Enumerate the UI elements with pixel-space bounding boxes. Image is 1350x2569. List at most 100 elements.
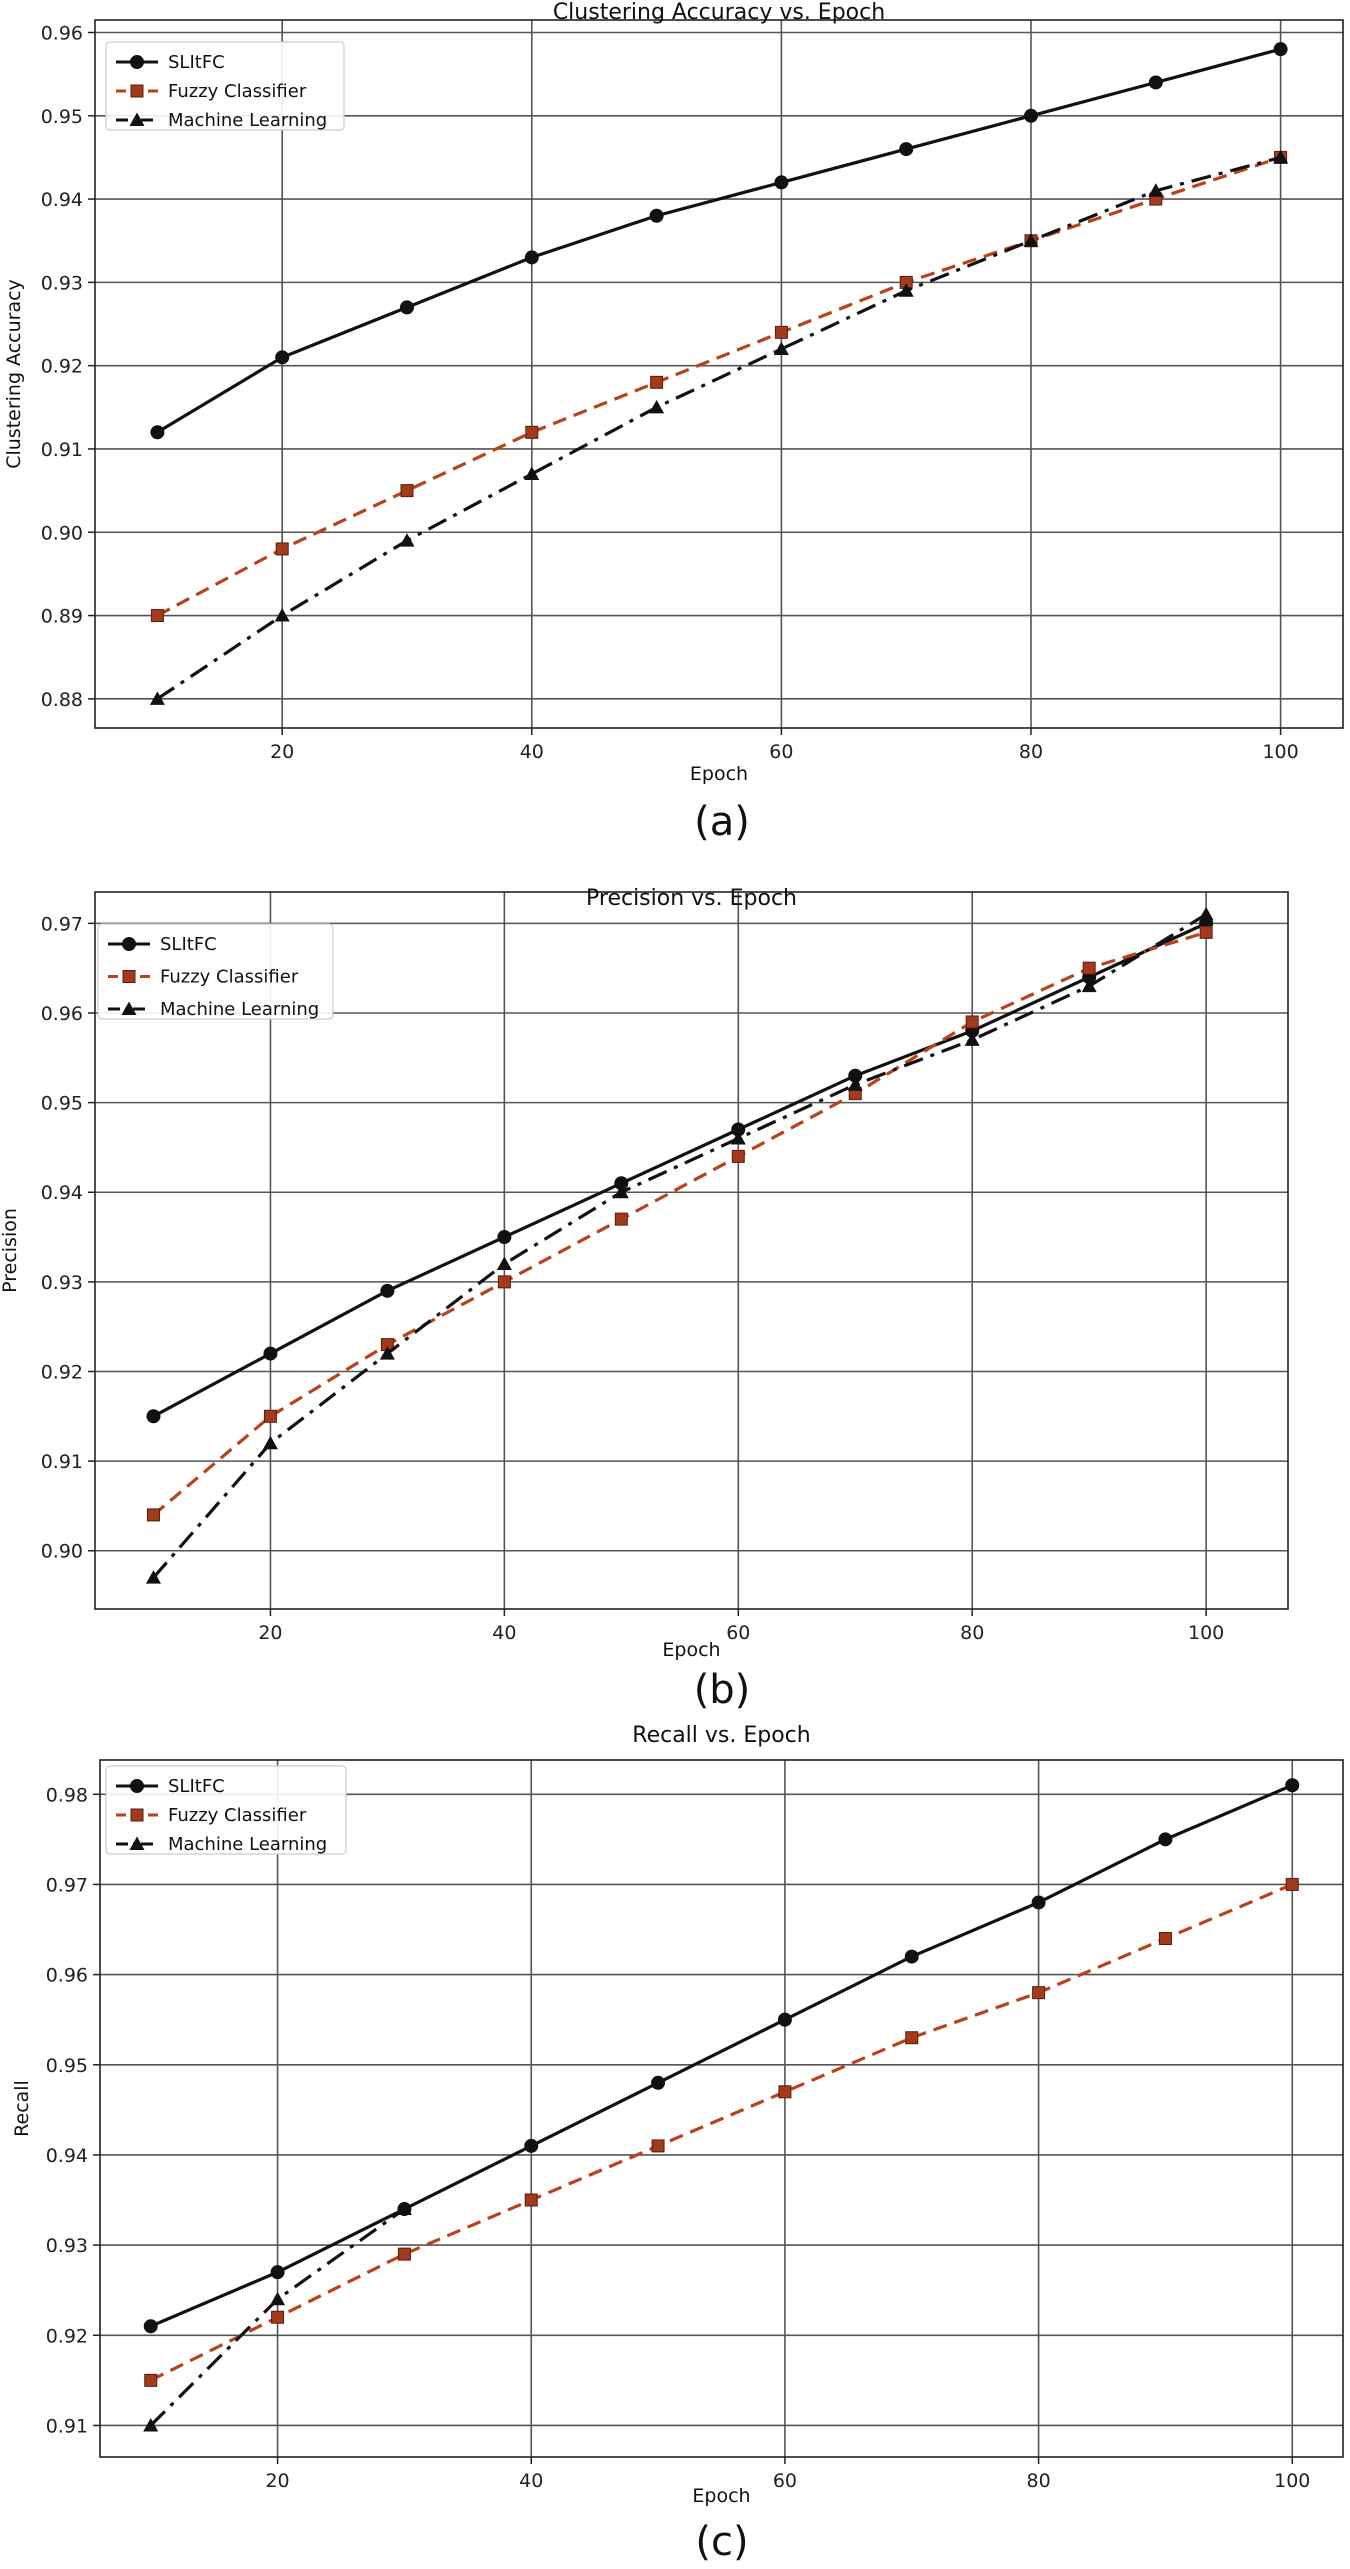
data-point-MachineLearning — [399, 533, 415, 547]
data-point-SLItFC — [904, 1949, 919, 1964]
data-point-MachineLearning — [396, 2201, 412, 2216]
data-point-SLItFC — [143, 2319, 158, 2334]
data-point-SLItFC — [774, 175, 789, 190]
legend-label-MachineLearning: Machine Learning — [160, 999, 319, 1020]
y-tick-label: 0.91 — [46, 2415, 88, 2437]
data-point-MachineLearning — [1023, 233, 1039, 247]
y-tick-label: 0.92 — [41, 1361, 83, 1383]
data-point-SLItFC — [1024, 108, 1038, 123]
data-point-SLItFC — [1273, 42, 1288, 57]
legend: SLItFC Fuzzy Classifier Machine Learning — [105, 1765, 347, 1855]
data-point-MachineLearning — [379, 1346, 395, 1360]
data-point-FuzzyClassifier — [965, 1015, 979, 1029]
data-point-FuzzyClassifier — [146, 1508, 160, 1522]
y-tick-label: 0.96 — [46, 1965, 88, 1987]
legend-marker-SLItFC — [130, 55, 144, 69]
x-tick-label: 80 — [1019, 741, 1043, 763]
data-point-FuzzyClassifier — [650, 375, 664, 389]
data-point-FuzzyClassifier — [1082, 961, 1096, 975]
x-tick-label: 20 — [265, 2470, 289, 2492]
x-tick-label: 20 — [258, 1622, 282, 1644]
legend-marker-MachineLearning — [129, 112, 145, 126]
legend-marker-FuzzyClassifier — [122, 970, 136, 983]
legend-label-MachineLearning: Machine Learning — [168, 110, 327, 131]
data-point-FuzzyClassifier — [497, 1275, 511, 1289]
y-tick-label: 0.94 — [41, 1182, 83, 1204]
y-tick-label: 0.95 — [41, 1093, 83, 1115]
data-point-FuzzyClassifier — [271, 2310, 285, 2324]
data-point-FuzzyClassifier — [774, 325, 788, 339]
legend-box — [97, 923, 334, 1020]
y-tick-label: 0.88 — [41, 689, 83, 711]
data-point-MachineLearning — [270, 2291, 286, 2306]
series-line-FuzzyClassifier — [152, 930, 1207, 1517]
legend-marker-FuzzyClassifier — [130, 1808, 144, 1822]
x-tick-label: 100 — [1274, 2470, 1310, 2492]
data-point-FuzzyClassifier — [614, 1212, 628, 1226]
series-line-FuzzyClassifier — [150, 1882, 1293, 2382]
series-line-SLItFC — [150, 1783, 1293, 2328]
y-tick-label: 0.97 — [46, 1874, 88, 1896]
data-point-MachineLearning — [773, 341, 789, 356]
data-point-FuzzyClassifier — [731, 1149, 745, 1163]
data-point-SLItFC — [651, 2075, 666, 2090]
x-tick-label: 80 — [960, 1622, 984, 1644]
data-point-SLItFC — [400, 300, 414, 315]
x-tick-label: 20 — [270, 741, 294, 763]
legend-box — [105, 41, 345, 131]
y-tick-label: 0.92 — [41, 356, 83, 378]
series-line-MachineLearning — [156, 155, 1282, 701]
y-axis-label: Clustering Accuracy — [3, 279, 25, 469]
legend-marker-MachineLearning — [129, 1836, 145, 1850]
chart-title: Precision vs. Epoch — [586, 886, 797, 911]
figure-caption: (b) — [694, 1667, 751, 1713]
legend-label-FuzzyClassifier: Fuzzy Classifier — [160, 967, 299, 988]
data-point-FuzzyClassifier — [150, 609, 164, 623]
data-point-SLItFC — [1285, 1778, 1300, 1793]
legend-label-FuzzyClassifier: Fuzzy Classifier — [168, 1805, 307, 1826]
data-point-MachineLearning — [143, 2417, 159, 2432]
legend-marker-MachineLearning — [121, 1001, 137, 1015]
legend-label-SLItFC: SLItFC — [160, 934, 217, 955]
x-tick-label: 40 — [520, 741, 544, 763]
data-point-SLItFC — [524, 250, 539, 265]
data-point-SLItFC — [649, 208, 664, 223]
data-point-FuzzyClassifier — [1032, 1986, 1046, 2000]
data-point-SLItFC — [1158, 1832, 1173, 1847]
y-tick-label: 0.96 — [41, 1003, 83, 1025]
data-point-MachineLearning — [1081, 978, 1097, 993]
chart-0: 20 40 60 80 100 0.88 0.89 0.90 0.91 0.92 0.93 0.94 0… — [3, 0, 1344, 845]
y-tick-label: 0.92 — [46, 2325, 88, 2347]
data-point-SLItFC — [150, 425, 165, 440]
data-point-FuzzyClassifier — [524, 2193, 538, 2207]
data-point-MachineLearning — [262, 1435, 278, 1450]
x-tick-label: 60 — [769, 741, 793, 763]
y-tick-label: 0.95 — [41, 106, 83, 128]
legend-box — [105, 1765, 347, 1855]
x-tick-label: 60 — [773, 2470, 797, 2492]
chart-title: Recall vs. Epoch — [632, 1723, 810, 1748]
series-line-SLItFC — [156, 47, 1282, 434]
y-tick-label: 0.89 — [41, 606, 83, 628]
x-tick-label: 40 — [492, 1622, 516, 1644]
data-point-FuzzyClassifier — [144, 2373, 158, 2387]
data-point-MachineLearning — [613, 1184, 629, 1199]
series-line-SLItFC — [152, 921, 1207, 1418]
data-point-SLItFC — [899, 142, 914, 157]
data-point-SLItFC — [497, 1230, 512, 1245]
y-tick-label: 0.90 — [41, 1541, 83, 1563]
plot-frame — [94, 19, 1344, 729]
chart-2: 20 40 60 80 100 0.91 0.92 0.93 0.94 0.95 0.96 0.97 0… — [11, 1723, 1344, 2565]
data-point-MachineLearning — [274, 608, 290, 622]
plot-frame — [99, 1759, 1344, 2458]
data-point-MachineLearning — [1148, 183, 1164, 197]
y-tick-label: 0.93 — [46, 2235, 88, 2257]
data-point-MachineLearning — [524, 466, 540, 480]
data-point-FuzzyClassifier — [525, 425, 539, 439]
chart-1: 20 40 60 80 100 0.90 0.91 0.92 0.93 0.94 0.95 0.96 0… — [0, 886, 1289, 1713]
data-point-MachineLearning — [847, 1077, 863, 1091]
data-point-SLItFC — [1031, 1895, 1046, 1910]
data-point-FuzzyClassifier — [263, 1409, 277, 1423]
x-tick-label: 80 — [1026, 2470, 1050, 2492]
y-tick-label: 0.94 — [41, 189, 83, 211]
